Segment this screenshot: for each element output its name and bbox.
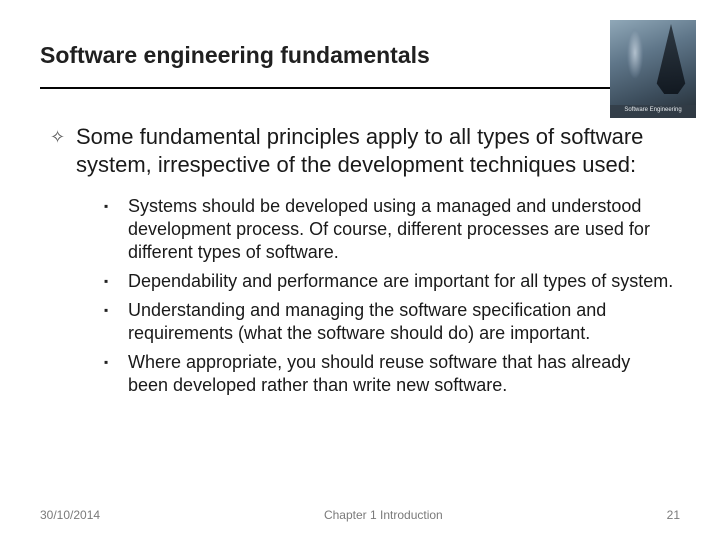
title-rule xyxy=(40,87,680,89)
book-cover-image: Software Engineering xyxy=(610,20,696,118)
footer-chapter: Chapter 1 Introduction xyxy=(100,508,667,522)
sub-bullet: ▪ Understanding and managing the softwar… xyxy=(104,299,674,345)
footer-page-number: 21 xyxy=(667,508,680,522)
slide: Software Engineering Software engineerin… xyxy=(0,0,720,540)
main-bullet: ✧ Some fundamental principles apply to a… xyxy=(50,123,674,179)
slide-footer: 30/10/2014 Chapter 1 Introduction 21 xyxy=(40,508,680,522)
square-bullet-icon: ▪ xyxy=(104,270,128,293)
sub-bullet-text: Understanding and managing the software … xyxy=(128,299,674,345)
sub-bullet: ▪ Systems should be developed using a ma… xyxy=(104,195,674,264)
slide-content: ✧ Some fundamental principles apply to a… xyxy=(40,123,680,397)
square-bullet-icon: ▪ xyxy=(104,351,128,397)
footer-date: 30/10/2014 xyxy=(40,508,100,522)
sub-bullet-text: Systems should be developed using a mana… xyxy=(128,195,674,264)
square-bullet-icon: ▪ xyxy=(104,299,128,345)
sub-bullet-list: ▪ Systems should be developed using a ma… xyxy=(104,195,674,397)
sub-bullet-text: Where appropriate, you should reuse soft… xyxy=(128,351,674,397)
main-bullet-text: Some fundamental principles apply to all… xyxy=(76,123,674,179)
sub-bullet: ▪ Dependability and performance are impo… xyxy=(104,270,674,293)
sub-bullet: ▪ Where appropriate, you should reuse so… xyxy=(104,351,674,397)
square-bullet-icon: ▪ xyxy=(104,195,128,264)
slide-title: Software engineering fundamentals xyxy=(40,42,680,69)
book-cover-caption: Software Engineering xyxy=(610,105,696,118)
diamond-bullet-icon: ✧ xyxy=(50,123,76,179)
sub-bullet-text: Dependability and performance are import… xyxy=(128,270,673,293)
